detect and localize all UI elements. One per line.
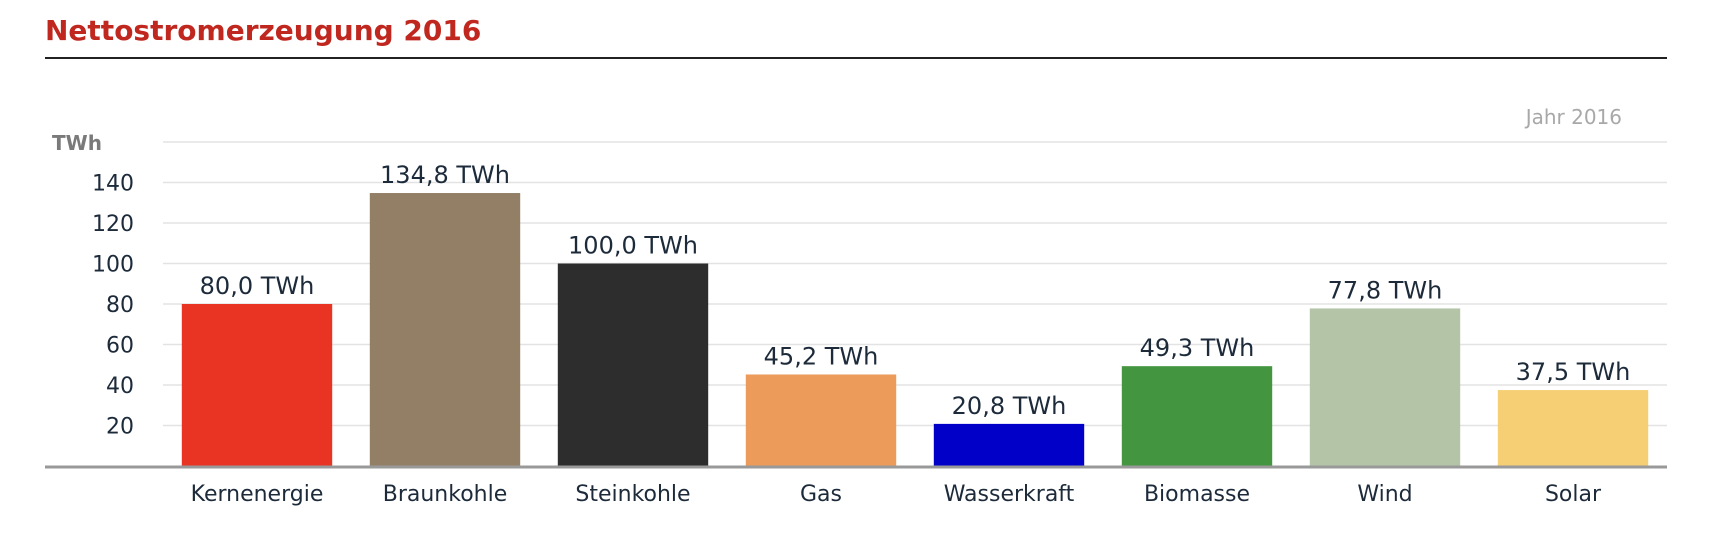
chart-title: Nettostromerzeugung 2016 — [45, 14, 482, 47]
category-label: Wind — [1357, 482, 1412, 507]
bar-steinkohle — [557, 263, 709, 466]
data-label: 134,8 TWh — [380, 161, 510, 189]
y-tick-label: 120 — [92, 212, 134, 237]
bar-wind — [1309, 308, 1461, 466]
y-tick-label: 20 — [106, 415, 134, 440]
category-label: Solar — [1545, 482, 1602, 507]
bar-kernenergie — [181, 304, 333, 466]
y-axis-unit-label: TWh — [52, 131, 102, 155]
data-label: 77,8 TWh — [1328, 276, 1443, 304]
category-label: Steinkohle — [575, 482, 690, 507]
data-label: 49,3 TWh — [1140, 334, 1255, 362]
category-label: Braunkohle — [383, 482, 508, 507]
data-label: 37,5 TWh — [1516, 358, 1631, 386]
y-tick-label: 80 — [106, 293, 134, 318]
y-tick-label: 140 — [92, 172, 134, 197]
period-label: Jahr 2016 — [1524, 105, 1622, 129]
y-tick-label: 40 — [106, 374, 134, 399]
y-tick-label: 100 — [92, 253, 134, 278]
data-label: 100,0 TWh — [568, 232, 698, 260]
bar-wasserkraft — [933, 423, 1085, 466]
data-label: 45,2 TWh — [764, 342, 879, 370]
bar-braunkohle — [369, 193, 521, 466]
category-labels: Kernenergie Braunkohle Steinkohle Gas Wasser… — [191, 482, 1602, 507]
data-label: 80,0 TWh — [200, 272, 315, 300]
category-label: Biomasse — [1144, 482, 1250, 507]
y-tick-label: 60 — [106, 334, 134, 359]
bar-gas — [745, 374, 897, 466]
bars — [181, 193, 1649, 466]
category-label: Wasserkraft — [944, 482, 1075, 507]
category-label: Kernenergie — [191, 482, 324, 507]
bar-biomasse — [1121, 366, 1273, 466]
data-labels: 80,0 TWh 134,8 TWh 100,0 TWh 45,2 TWh 20,8 T… — [200, 161, 1631, 420]
category-label: Gas — [800, 482, 842, 507]
data-label: 20,8 TWh — [952, 392, 1067, 420]
title-divider — [45, 57, 1667, 59]
y-axis-ticks: 20 40 60 80 100 120 140 — [92, 172, 134, 440]
bar-solar — [1497, 390, 1649, 466]
